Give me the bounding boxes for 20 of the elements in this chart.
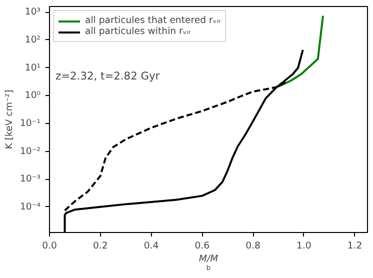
y-tick-label: 10⁻²: [20, 146, 41, 157]
y-tick-label: 10²: [24, 34, 41, 46]
y-tick-label: 10¹: [24, 62, 41, 74]
y-tick-label: 10⁰: [24, 90, 41, 102]
x-tick-label: 0.2: [92, 240, 108, 252]
x-tick-label: 1.2: [347, 240, 362, 252]
x-tick-label: 1.0: [296, 240, 312, 252]
line-series: [277, 14, 324, 88]
y-tick-label: 10⁻³: [20, 174, 41, 185]
y-tick-label: 10⁻¹: [20, 118, 41, 129]
x-tick-label: 0.6: [194, 240, 210, 252]
x-tick-label: 0.0: [42, 240, 57, 252]
y-tick-label: 10⁻⁴: [20, 201, 41, 212]
x-tick-label: 0.8: [246, 240, 261, 252]
y-axis-title: K [keV cm⁻²]: [4, 90, 15, 150]
annotation: z=2.32, t=2.82 Gyr: [56, 70, 160, 82]
y-tick-label: 10³: [24, 6, 41, 18]
legend-label: all particules within rᵥᵢᵣ: [85, 26, 191, 37]
x-tick-label: 0.4: [144, 240, 159, 252]
legend-label: all particules that entered rᵥᵢᵣ: [85, 15, 221, 26]
